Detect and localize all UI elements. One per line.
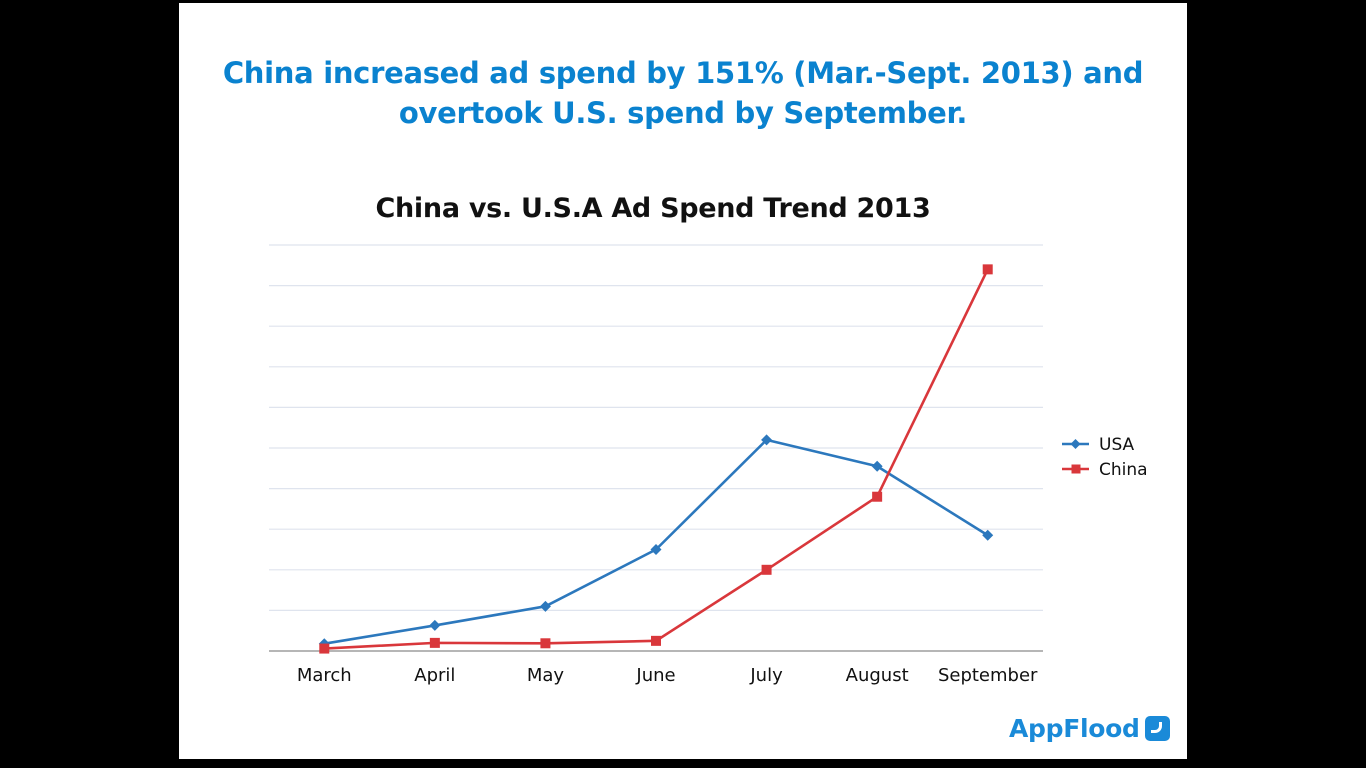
gridlines bbox=[269, 244, 1043, 612]
logo-text: AppFlood bbox=[1009, 713, 1140, 743]
data-point bbox=[319, 643, 330, 654]
appflood-logo: AppFlood bbox=[1009, 711, 1170, 745]
appflood-logo-icon bbox=[1144, 715, 1170, 741]
headline: China increased ad spend by 151% (Mar.-S… bbox=[179, 53, 1187, 133]
x-tick-label: April bbox=[414, 665, 455, 686]
x-tick-label: May bbox=[527, 665, 565, 686]
data-point bbox=[429, 637, 440, 648]
data-point bbox=[761, 564, 772, 575]
data-point bbox=[651, 635, 661, 646]
data-point bbox=[871, 460, 883, 472]
x-axis: March April May June July August September bbox=[269, 650, 1043, 686]
legend-item-usa: USA bbox=[1062, 435, 1135, 455]
data-point bbox=[429, 619, 441, 631]
data-point bbox=[539, 600, 551, 612]
data-point bbox=[982, 529, 994, 541]
legend-label: USA bbox=[1099, 435, 1135, 455]
legend-label: China bbox=[1099, 460, 1148, 480]
data-point bbox=[982, 264, 993, 275]
legend-item-china: China bbox=[1062, 460, 1148, 480]
chart-title: China vs. U.S.A Ad Spend Trend 2013 bbox=[375, 193, 931, 224]
legend-marker bbox=[1071, 464, 1081, 474]
line-chart: March April May June July August September USA… bbox=[269, 244, 1148, 686]
data-point bbox=[650, 544, 662, 555]
data-point bbox=[872, 491, 883, 502]
data-point bbox=[540, 638, 551, 649]
headline-line-2: overtook U.S. spend by September. bbox=[398, 96, 968, 130]
headline-line-1: China increased ad spend by 151% (Mar.-S… bbox=[222, 56, 1144, 90]
x-tick-label: August bbox=[846, 665, 909, 686]
x-tick-label: June bbox=[635, 665, 675, 686]
legend-marker bbox=[1070, 439, 1081, 449]
x-tick-label: September bbox=[938, 665, 1038, 686]
slide: China increased ad spend by 151% (Mar.-S… bbox=[179, 3, 1187, 759]
series-line bbox=[324, 438, 989, 645]
x-tick-label: July bbox=[749, 665, 783, 686]
data-point bbox=[761, 434, 773, 446]
series-china bbox=[319, 264, 993, 654]
legend: USA China bbox=[1062, 435, 1148, 480]
x-tick-label: March bbox=[297, 665, 352, 686]
series-layer bbox=[318, 264, 994, 654]
